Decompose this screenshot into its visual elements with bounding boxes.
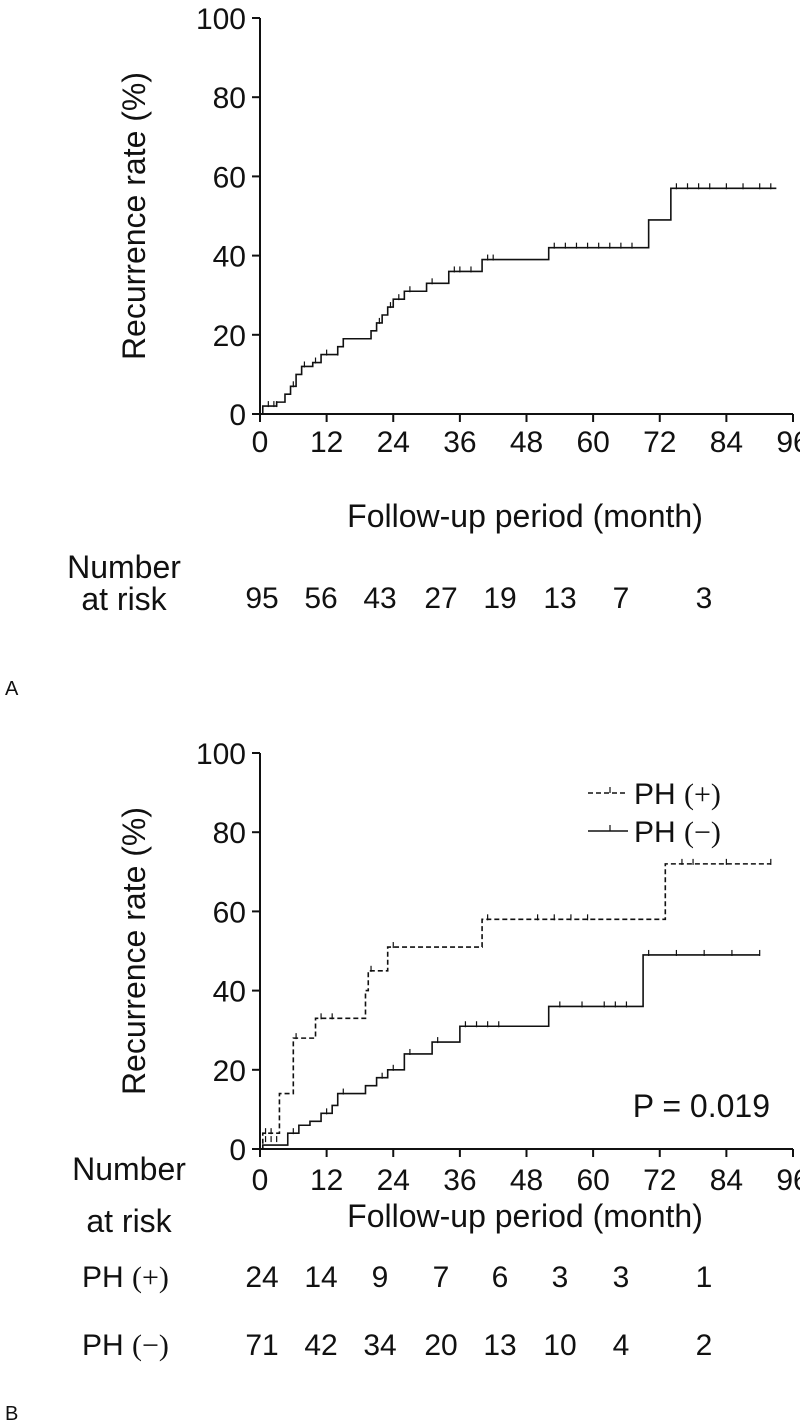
x-tick-label: 0 [252, 426, 269, 459]
risk-count: 42 [304, 1329, 337, 1362]
x-tick-label: 24 [377, 1164, 410, 1197]
risk-count: 7 [613, 582, 630, 615]
y-axis-label: Recurrence rate (%) [116, 72, 152, 360]
x-tick-label: 12 [310, 426, 343, 459]
series-line-ph-plus [260, 863, 771, 1150]
risk-count: 9 [372, 1261, 389, 1294]
x-tick-label: 36 [443, 426, 476, 459]
risk-table-label: at risk [81, 581, 167, 617]
x-tick-label: 72 [643, 1164, 676, 1197]
x-tick-label: 84 [710, 1164, 743, 1197]
risk-count: 3 [552, 1261, 569, 1294]
risk-table-label: at risk [86, 1203, 172, 1239]
panel-label: A [5, 678, 19, 700]
chart-panel-b: 02040608010001224364860728496Follow-up p… [5, 738, 800, 1425]
risk-count: 56 [304, 582, 337, 615]
risk-count: 7 [433, 1261, 450, 1294]
risk-count: 27 [424, 582, 457, 615]
risk-table-label: Number [67, 549, 181, 585]
y-tick-label: 100 [196, 738, 246, 771]
y-axis-label: Recurrence rate (%) [116, 807, 152, 1095]
risk-count: 6 [492, 1261, 509, 1294]
legend-label: PH (+) [634, 778, 721, 811]
legend-label: PH (−) [634, 816, 721, 849]
risk-count: 1 [696, 1261, 713, 1294]
risk-count: 34 [363, 1329, 396, 1362]
y-tick-label: 20 [213, 1055, 246, 1088]
y-tick-label: 40 [213, 241, 246, 274]
x-tick-label: 48 [510, 1164, 543, 1197]
y-tick-label: 60 [213, 896, 246, 929]
x-axis-label: Follow-up period (month) [347, 1198, 703, 1234]
y-tick-label: 20 [213, 320, 246, 353]
chart-panel-a: 0 20 40 60 80 100 0 12 24 36 48 60 72 84 96 Follow-up p… [5, 3, 800, 700]
x-tick-label: 36 [443, 1164, 476, 1197]
risk-count: 71 [245, 1329, 278, 1362]
series-line-ph-minus [260, 954, 760, 1150]
panel-label: B [5, 1403, 18, 1425]
risk-count: 24 [245, 1261, 278, 1294]
risk-count: 4 [613, 1329, 630, 1362]
y-tick-label: 40 [213, 976, 246, 1009]
x-tick-label: 96 [776, 426, 800, 459]
x-tick-label: 60 [576, 426, 609, 459]
y-tick-label: 60 [213, 161, 246, 194]
risk-row-name: PH (+) [82, 1261, 169, 1294]
x-tick-label: 24 [377, 426, 410, 459]
x-tick-label: 96 [776, 1164, 800, 1197]
risk-count: 3 [696, 582, 713, 615]
risk-count: 95 [245, 582, 278, 615]
y-tick-label: 80 [213, 82, 246, 115]
risk-count: 10 [543, 1329, 576, 1362]
risk-count: 43 [363, 582, 396, 615]
y-tick-label: 80 [213, 817, 246, 850]
x-tick-label: 12 [310, 1164, 343, 1197]
risk-table-label: Number [72, 1151, 186, 1187]
y-tick-label: 0 [229, 399, 246, 432]
risk-row-name: PH (−) [82, 1329, 169, 1362]
x-tick-label: 0 [252, 1164, 269, 1197]
risk-count: 19 [483, 582, 516, 615]
y-tick-label: 0 [229, 1134, 246, 1167]
p-value-annotation: P = 0.019 [633, 1088, 770, 1124]
risk-count: 14 [304, 1261, 337, 1294]
risk-count: 3 [613, 1261, 630, 1294]
x-tick-label: 72 [643, 426, 676, 459]
x-tick-label: 48 [510, 426, 543, 459]
series-line-overall [260, 187, 777, 415]
risk-count: 2 [696, 1329, 713, 1362]
x-axis-label: Follow-up period (month) [347, 498, 703, 534]
y-tick-label: 100 [196, 3, 246, 36]
x-tick-label: 60 [576, 1164, 609, 1197]
risk-count: 13 [543, 582, 576, 615]
x-tick-label: 84 [710, 426, 743, 459]
risk-count: 20 [424, 1329, 457, 1362]
risk-count: 13 [483, 1329, 516, 1362]
